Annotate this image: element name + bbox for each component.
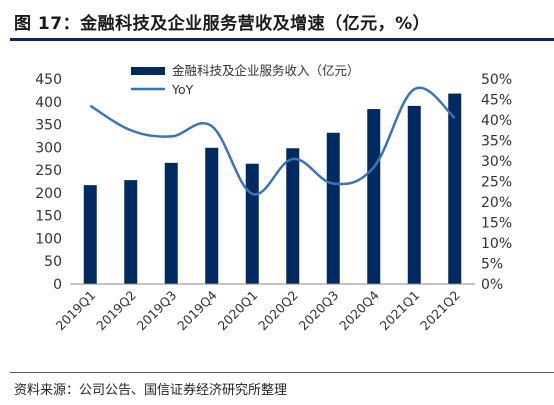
right-tick-label: 10% xyxy=(481,236,512,252)
x-tick-label: 2020Q3 xyxy=(296,288,342,334)
left-tick-label: 150 xyxy=(35,209,62,225)
bar xyxy=(326,132,340,284)
legend-bar-label: 金融科技及企业服务收入（亿元） xyxy=(172,63,360,78)
legend: 金融科技及企业服务收入（亿元） YoY xyxy=(131,63,360,97)
x-tick-label: 2020Q4 xyxy=(336,287,382,333)
source-rule xyxy=(10,372,554,373)
right-tick-label: 50% xyxy=(481,72,512,88)
left-tick-label: 450 xyxy=(35,72,62,88)
figure-title: 图 17：金融科技及企业服务营收及增速（亿元，%） xyxy=(14,14,431,34)
x-tick-label: 2020Q1 xyxy=(215,288,261,334)
left-tick-label: 350 xyxy=(35,118,62,134)
right-tick-label: 20% xyxy=(481,195,512,211)
right-tick-label: 0% xyxy=(481,277,503,293)
left-tick-label: 300 xyxy=(35,140,62,156)
right-tick-label: 25% xyxy=(481,175,512,191)
bar xyxy=(407,105,421,284)
bar xyxy=(286,148,300,284)
title-rule xyxy=(10,38,554,41)
x-tick-label: 2021Q2 xyxy=(417,288,463,334)
x-tick-label: 2020Q2 xyxy=(255,288,301,334)
left-tick-label: 250 xyxy=(35,163,62,179)
left-tick-label: 0 xyxy=(53,277,62,293)
bar xyxy=(205,147,219,284)
yoy-line xyxy=(89,86,456,196)
bar xyxy=(83,185,97,284)
right-tick-label: 35% xyxy=(481,134,512,150)
chart: 金融科技及企业服务收入（亿元） YoY 0 50 100 150 200 250 300 35… xyxy=(35,63,512,333)
legend-line-label: YoY xyxy=(171,82,194,97)
x-tick-label: 2019Q2 xyxy=(93,288,139,334)
bars xyxy=(83,93,462,284)
right-tick-label: 5% xyxy=(481,257,503,273)
bar xyxy=(245,163,259,284)
x-axis-labels: 2019Q12019Q22019Q32019Q42020Q12020Q22020… xyxy=(53,287,463,333)
x-tick-label: 2019Q3 xyxy=(134,288,180,334)
right-tick-label: 30% xyxy=(481,154,512,170)
x-tick-label: 2019Q4 xyxy=(174,287,220,333)
x-tick-label: 2019Q1 xyxy=(53,288,99,334)
left-tick-label: 100 xyxy=(35,231,62,247)
title-bar: 图 17：金融科技及企业服务营收及增速（亿元，%） xyxy=(0,0,554,38)
left-tick-label: 50 xyxy=(44,254,62,270)
bar xyxy=(124,180,138,284)
bar xyxy=(448,93,462,284)
right-axis: 0% 5% 10% 15% 20% 25% 30% 35% 40% 45% 50% xyxy=(481,72,512,293)
x-tick-label: 2021Q1 xyxy=(377,288,423,334)
left-tick-label: 200 xyxy=(35,186,62,202)
right-tick-label: 40% xyxy=(481,113,512,129)
left-tick-label: 400 xyxy=(35,95,62,111)
bar xyxy=(164,162,178,284)
right-tick-label: 15% xyxy=(481,216,512,232)
bar xyxy=(367,109,381,284)
source-note: 资料来源：公司公告、国信证券经济研究所整理 xyxy=(14,383,288,398)
right-tick-label: 45% xyxy=(481,93,512,109)
legend-bar-swatch xyxy=(131,67,165,75)
left-axis: 0 50 100 150 200 250 300 350 400 450 xyxy=(35,72,62,293)
